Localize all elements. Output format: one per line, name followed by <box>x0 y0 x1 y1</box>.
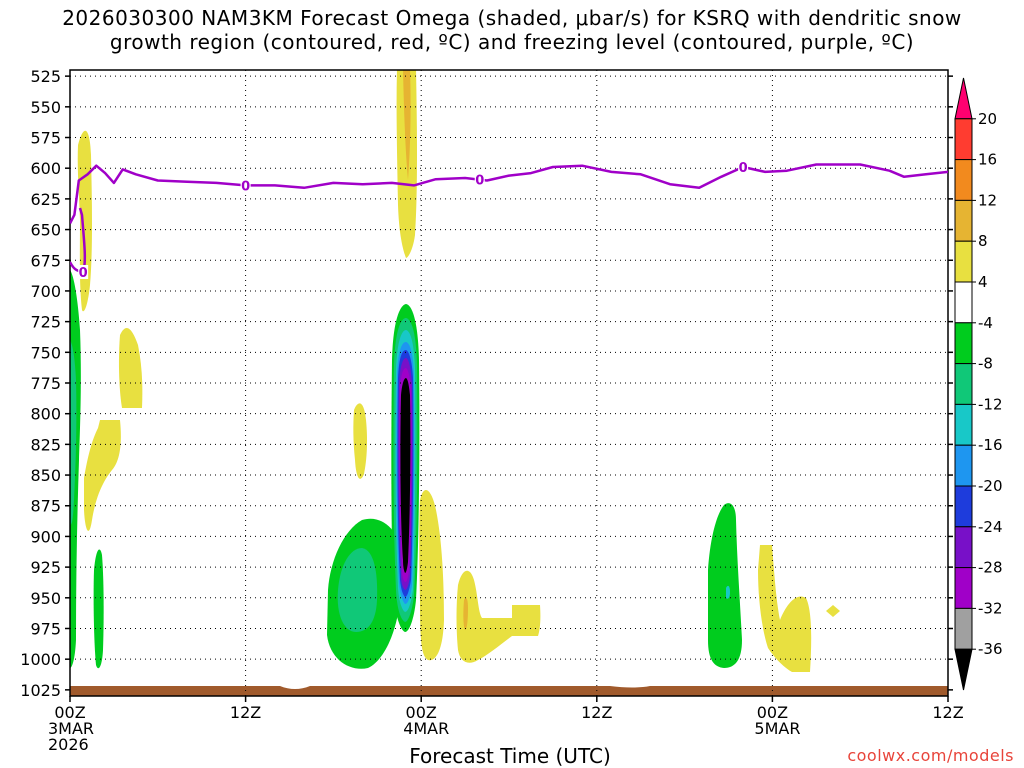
omega-region-negative <box>93 549 104 669</box>
y-tick-label: 725 <box>30 313 61 332</box>
colorbar-swatch <box>954 485 973 528</box>
freezing-level-line <box>70 163 948 224</box>
colorbar-label: 4 <box>978 273 988 291</box>
colorbar-swatch <box>954 526 973 569</box>
colorbar-label: -12 <box>978 395 1003 413</box>
colorbar-swatch <box>954 322 973 365</box>
omega-region-positive <box>758 545 812 672</box>
freezing-level-label: 0 <box>241 179 250 194</box>
omega-colorbar: 20 16 12 8 4 -4 -8 -12 -16 -20 -24 -28 -32 -36 <box>954 77 1003 691</box>
omega-region-positive <box>353 403 368 479</box>
freezing-level-label-bg <box>474 172 485 187</box>
y-tick-label: 525 <box>30 67 61 86</box>
y-tick-label: 800 <box>30 405 61 424</box>
freezing-level-label: 0 <box>79 266 88 281</box>
colorbar-label: -8 <box>978 355 993 373</box>
omega-region-positive <box>826 605 840 617</box>
x-tick-date-label: 2026 <box>48 735 89 754</box>
colorbar-label: 16 <box>978 151 997 169</box>
freezing-level-label-bg <box>738 159 749 174</box>
colorbar-swatch <box>954 444 973 487</box>
colorbar-label: -36 <box>978 640 1003 658</box>
colorbar-triangle-top <box>954 77 973 120</box>
x-tick-label: 12Z <box>581 703 612 722</box>
omega-region-positive-strong <box>403 70 411 180</box>
x-tick-label: 12Z <box>932 703 963 722</box>
omega-region-positive-strong <box>463 598 468 630</box>
colorbar-swatch <box>954 240 973 283</box>
omega-region-positive <box>77 130 92 312</box>
freezing-level-contour: 0 0 0 0 <box>70 159 948 281</box>
y-tick-label: 925 <box>30 558 61 577</box>
y-tick-label: 975 <box>30 619 61 638</box>
colorbar-swatch <box>954 363 973 405</box>
y-tick-label: 875 <box>30 497 61 516</box>
freezing-level-label-bg <box>78 265 89 279</box>
x-tick-label: 00Z <box>54 703 85 722</box>
colorbar-label: -16 <box>978 436 1003 454</box>
omega-region-positive <box>419 489 444 661</box>
y-tick-label: 825 <box>30 435 61 454</box>
colorbar-swatch <box>954 281 973 324</box>
y-tick-label: 850 <box>30 466 61 485</box>
y-tick-label: 1025 <box>20 681 61 700</box>
colorbar-label: -24 <box>978 518 1003 536</box>
colorbar-label: 8 <box>978 232 988 250</box>
x-axis-title: Forecast Time (UTC) <box>409 744 611 768</box>
x-tick-label: 12Z <box>230 703 261 722</box>
chart-title-line-2: growth region (contoured, red, ºC) and f… <box>109 30 915 54</box>
omega-shading <box>70 70 948 696</box>
colorbar-triangle-bottom <box>954 648 973 691</box>
y-tick-label: 650 <box>30 221 61 240</box>
y-tick-label: 1000 <box>20 650 61 669</box>
freezing-level-label: 0 <box>739 161 748 176</box>
omega-region-positive <box>118 327 143 408</box>
y-tick-label: 550 <box>30 98 61 117</box>
omega-region-negative <box>708 503 742 668</box>
omega-region-positive <box>84 420 121 531</box>
omega-region-negative-12 <box>726 585 730 599</box>
source-credit: coolwx.com/models <box>847 746 1014 765</box>
colorbar-swatch <box>954 607 973 650</box>
terrain-surface <box>70 686 948 696</box>
freezing-level-label-bg <box>240 178 251 193</box>
colorbar-label: -4 <box>978 314 993 332</box>
colorbar-swatch <box>954 199 973 242</box>
colorbar-swatch <box>954 159 973 201</box>
colorbar-swatch <box>954 118 973 161</box>
x-tick-label: 00Z <box>406 703 437 722</box>
omega-region-negative-moderate <box>337 548 378 632</box>
colorbar-label: -32 <box>978 599 1003 617</box>
chart-title-line-1: 2026030300 NAM3KM Forecast Omega (shaded… <box>62 6 962 30</box>
y-tick-label: 900 <box>30 527 61 546</box>
y-tick-label: 775 <box>30 374 61 393</box>
freezing-level-label: 0 <box>475 174 484 189</box>
x-tick-label: 00Z <box>757 703 788 722</box>
y-tick-label: 750 <box>30 343 61 362</box>
omega-region-positive <box>456 570 541 663</box>
x-tick-date-label: 5MAR <box>754 719 800 738</box>
y-tick-label: 675 <box>30 251 61 270</box>
y-axis-ticks: 525 550 575 600 625 650 675 700 725 750 775 800 825 8… <box>20 67 953 700</box>
x-tick-date-label: 4MAR <box>403 719 449 738</box>
x-tick-date-label: 3MAR <box>48 719 94 738</box>
colorbar-label: -20 <box>978 477 1003 495</box>
y-tick-label: 950 <box>30 589 61 608</box>
colorbar-swatch <box>954 403 973 446</box>
y-tick-label: 625 <box>30 190 61 209</box>
colorbar-label: 20 <box>978 110 997 128</box>
omega-region-negative-12 <box>70 340 77 525</box>
y-tick-label: 700 <box>30 282 61 301</box>
colorbar-label: 12 <box>978 191 997 209</box>
colorbar-swatch <box>954 567 973 609</box>
y-tick-label: 600 <box>30 159 61 178</box>
colorbar-label: -28 <box>978 559 1003 577</box>
y-tick-label: 575 <box>30 129 61 148</box>
